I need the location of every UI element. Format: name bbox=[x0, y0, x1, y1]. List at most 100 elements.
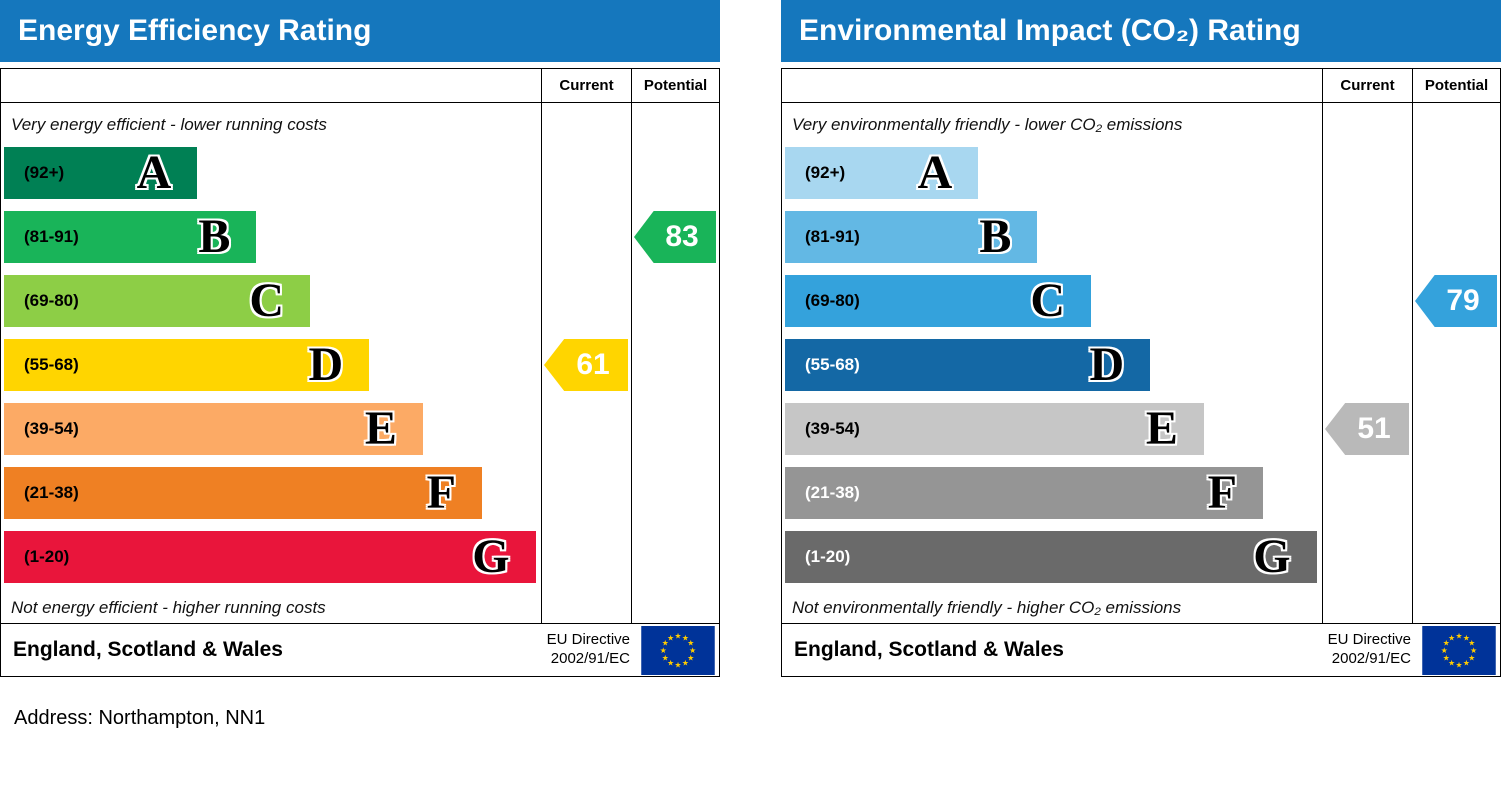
eu-directive-label: EU Directive 2002/91/EC bbox=[1328, 631, 1421, 669]
score-columns-header: Current Potential bbox=[782, 69, 1500, 103]
band-range-label: (69-80) bbox=[805, 291, 860, 310]
potential-rating-arrow: 79 bbox=[1415, 275, 1497, 327]
svg-text:★: ★ bbox=[682, 633, 689, 642]
eu-directive-line2: 2002/91/EC bbox=[550, 650, 630, 667]
svg-text:★: ★ bbox=[1441, 646, 1448, 655]
top-note: Very environmentally friendly - lower CO… bbox=[792, 115, 1183, 134]
panel-footer: England, Scotland & Wales EU Directive 2… bbox=[782, 623, 1500, 676]
svg-text:★: ★ bbox=[1448, 658, 1455, 667]
band-range-label: (69-80) bbox=[24, 291, 79, 310]
potential-column-header: Potential bbox=[631, 69, 719, 102]
environmental-impact-table: Current Potential Very environmentally f… bbox=[781, 68, 1501, 677]
current-rating-arrow: 51 bbox=[1325, 403, 1409, 455]
band-bar-e: (39-54) E bbox=[4, 403, 423, 455]
band-range-label: (39-54) bbox=[24, 419, 79, 438]
potential-score-column: 83 bbox=[631, 103, 719, 623]
eu-flag-icon: ★ ★ ★ ★ ★ ★ ★ ★ ★ ★ ★ ★ bbox=[1421, 625, 1497, 675]
band-range-label: (1-20) bbox=[805, 547, 851, 566]
eu-directive-line1: EU Directive bbox=[1327, 631, 1411, 649]
band-row-f: (21-38) F bbox=[1, 467, 541, 519]
band-letter: E bbox=[364, 402, 397, 455]
band-letter: B bbox=[979, 210, 1012, 263]
svg-text:★: ★ bbox=[1468, 653, 1475, 662]
eu-directive-label: EU Directive 2002/91/EC bbox=[547, 631, 640, 669]
rating-scale-body: Very energy efficient - lower running co… bbox=[1, 103, 719, 623]
band-bar-e: (39-54) E bbox=[785, 403, 1204, 455]
rating-bands-column: Very energy efficient - lower running co… bbox=[1, 103, 541, 623]
svg-text:★: ★ bbox=[662, 653, 669, 662]
current-column-header: Current bbox=[541, 69, 631, 102]
band-row-c: (69-80) C bbox=[782, 275, 1322, 327]
header-spacer bbox=[782, 69, 1322, 102]
svg-text:★: ★ bbox=[1470, 646, 1477, 655]
svg-text:★: ★ bbox=[1443, 638, 1450, 647]
potential-column-header: Potential bbox=[1412, 69, 1500, 102]
band-letter: E bbox=[1145, 402, 1178, 455]
band-row-f: (21-38) F bbox=[782, 467, 1322, 519]
svg-text:★: ★ bbox=[689, 646, 696, 655]
band-letter: D bbox=[1089, 338, 1125, 391]
potential-rating-value: 83 bbox=[665, 220, 699, 253]
eu-directive-line1: EU Directive bbox=[546, 631, 630, 649]
svg-text:★: ★ bbox=[1448, 633, 1455, 642]
band-letter: C bbox=[249, 274, 285, 327]
band-bar-c: (69-80) C bbox=[785, 274, 1092, 327]
band-range-label: (39-54) bbox=[805, 419, 860, 438]
rating-bands-column: Very environmentally friendly - lower CO… bbox=[782, 103, 1322, 623]
environmental-impact-title: Environmental Impact (CO₂) Rating bbox=[781, 0, 1501, 62]
band-row-d: (55-68) D bbox=[1, 339, 541, 391]
band-row-g: (1-20) G bbox=[1, 531, 541, 583]
band-letter: G bbox=[1253, 530, 1291, 583]
band-bar-f: (21-38) F bbox=[785, 467, 1263, 519]
band-range-label: (21-38) bbox=[805, 483, 860, 502]
band-bar-a: (92+) A bbox=[785, 146, 979, 199]
svg-text:★: ★ bbox=[667, 633, 674, 642]
energy-efficiency-table: Current Potential Very energy efficient … bbox=[0, 68, 720, 677]
potential-score-column: 79 bbox=[1412, 103, 1500, 623]
band-row-a: (92+) A bbox=[1, 147, 541, 199]
current-rating-arrow: 61 bbox=[544, 339, 628, 391]
band-row-c: (69-80) C bbox=[1, 275, 541, 327]
band-row-g: (1-20) G bbox=[782, 531, 1322, 583]
band-bar-f: (21-38) F bbox=[4, 467, 482, 519]
current-rating-value: 61 bbox=[576, 348, 610, 381]
svg-text:★: ★ bbox=[1443, 653, 1450, 662]
eu-flag-icon: ★ ★ ★ ★ ★ ★ ★ ★ ★ ★ ★ ★ bbox=[640, 625, 716, 675]
region-label: England, Scotland & Wales bbox=[794, 638, 1064, 661]
current-column-header: Current bbox=[1322, 69, 1412, 102]
svg-text:★: ★ bbox=[662, 638, 669, 647]
band-letter: F bbox=[1207, 466, 1237, 519]
panel-footer: England, Scotland & Wales EU Directive 2… bbox=[1, 623, 719, 676]
band-row-b: (81-91) B bbox=[782, 211, 1322, 263]
band-range-label: (92+) bbox=[805, 163, 846, 182]
potential-rating-arrow: 83 bbox=[634, 211, 716, 263]
band-range-label: (21-38) bbox=[24, 483, 79, 502]
band-row-e: (39-54) E bbox=[1, 403, 541, 455]
epc-charts-row: Energy Efficiency Rating Current Potenti… bbox=[0, 0, 1501, 677]
svg-text:★: ★ bbox=[1468, 638, 1475, 647]
band-bar-c: (69-80) C bbox=[4, 274, 311, 327]
band-bar-g: (1-20) G bbox=[4, 531, 536, 583]
band-letter: D bbox=[308, 338, 344, 391]
potential-rating-value: 79 bbox=[1446, 284, 1480, 317]
band-row-e: (39-54) E bbox=[782, 403, 1322, 455]
eu-directive-line2: 2002/91/EC bbox=[1331, 650, 1411, 667]
band-letter: F bbox=[426, 466, 456, 519]
band-row-d: (55-68) D bbox=[782, 339, 1322, 391]
band-bar-d: (55-68) D bbox=[4, 338, 370, 391]
svg-text:★: ★ bbox=[687, 653, 694, 662]
band-bar-g: (1-20) G bbox=[785, 531, 1317, 583]
band-bar-b: (81-91) B bbox=[785, 210, 1038, 263]
band-range-label: (81-91) bbox=[805, 227, 860, 246]
band-letter: A bbox=[917, 146, 953, 199]
svg-text:★: ★ bbox=[682, 658, 689, 667]
band-range-label: (55-68) bbox=[805, 355, 860, 374]
band-bar-b: (81-91) B bbox=[4, 211, 257, 263]
band-row-a: (92+) A bbox=[782, 147, 1322, 199]
environmental-impact-rating-panel: Environmental Impact (CO₂) Rating Curren… bbox=[781, 0, 1501, 677]
region-label: England, Scotland & Wales bbox=[13, 638, 283, 661]
current-rating-value: 51 bbox=[1357, 412, 1391, 445]
header-spacer bbox=[1, 69, 541, 102]
band-letter: C bbox=[1030, 274, 1066, 327]
current-score-column: 51 bbox=[1322, 103, 1412, 623]
